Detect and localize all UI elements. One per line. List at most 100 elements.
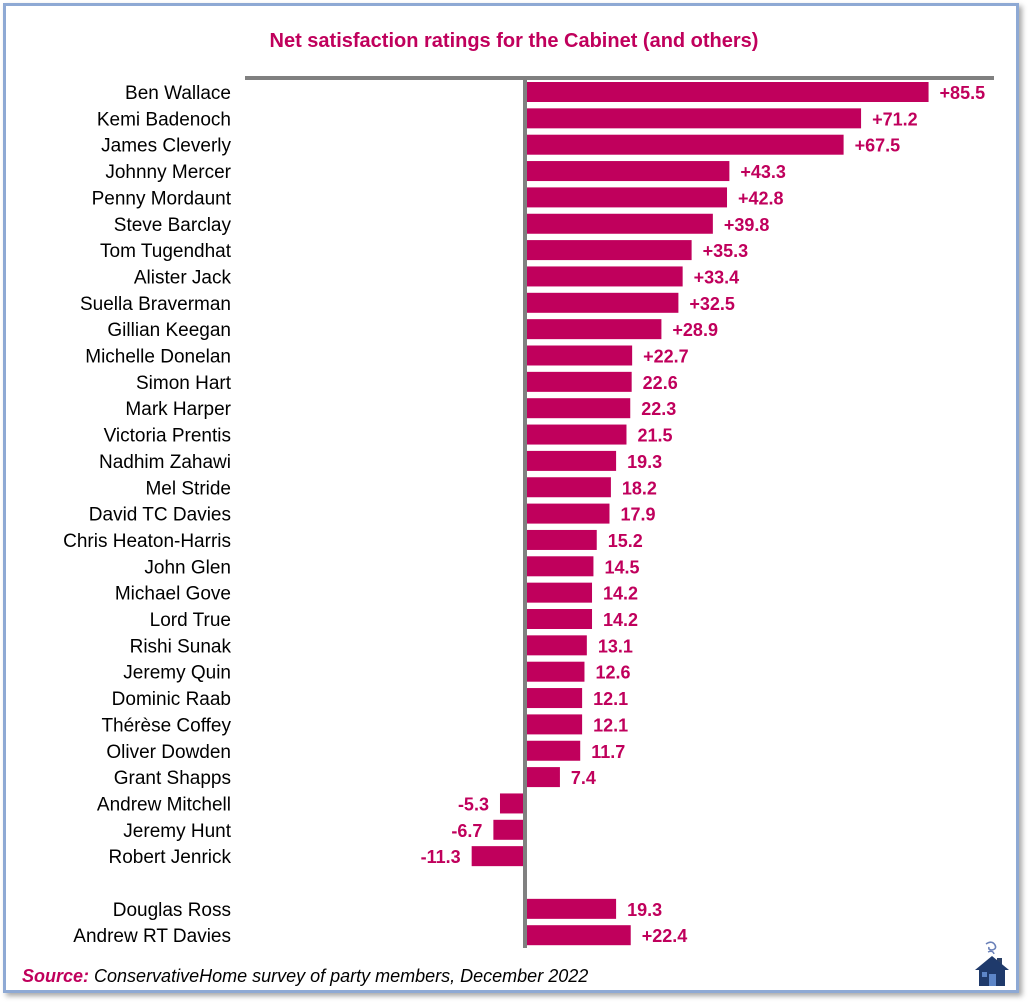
bar (471, 846, 525, 867)
category-label: Steve Barclay (114, 215, 232, 236)
data-label: 12.6 (595, 663, 630, 683)
bar (499, 793, 525, 814)
category-label: Kemi Badenoch (97, 109, 231, 130)
data-label: 14.5 (604, 557, 639, 577)
data-label: +71.2 (872, 109, 918, 129)
data-label: -11.3 (421, 847, 461, 867)
bar (493, 819, 525, 840)
category-label: Jeremy Quin (123, 663, 231, 684)
category-label: David TC Davies (89, 505, 231, 526)
bar (525, 925, 631, 946)
bar (525, 398, 631, 419)
data-label: +22.4 (642, 926, 688, 946)
data-label: +39.8 (724, 215, 770, 235)
category-label: Andrew RT Davies (73, 926, 231, 947)
bar (525, 635, 587, 656)
category-label: Dominic Raab (112, 689, 231, 710)
data-label: 19.3 (627, 452, 662, 472)
data-label: +67.5 (855, 136, 901, 156)
bar (525, 424, 627, 445)
data-label: 14.2 (603, 584, 638, 604)
bar (525, 529, 597, 550)
category-label: Rishi Sunak (130, 636, 232, 657)
conservativehome-house-icon (975, 941, 1009, 986)
category-label: Thérèse Coffey (101, 715, 231, 736)
bar (525, 688, 583, 709)
data-label: 13.1 (598, 636, 633, 656)
bar (525, 503, 610, 524)
data-label: +22.7 (643, 347, 689, 367)
data-label: +28.9 (672, 320, 718, 340)
source-note: Source: ConservativeHome survey of party… (22, 966, 588, 987)
data-label: -5.3 (458, 794, 489, 814)
category-label: James Cleverly (101, 136, 231, 157)
data-label: 22.3 (641, 399, 676, 419)
bar (525, 240, 692, 261)
category-label: Ben Wallace (125, 83, 231, 104)
category-label: Simon Hart (136, 373, 232, 394)
bar (525, 345, 633, 366)
data-label: 19.3 (627, 900, 662, 920)
bar (525, 450, 617, 471)
bar (525, 661, 585, 682)
bar (525, 740, 581, 761)
data-label: 22.6 (643, 373, 678, 393)
bar (525, 477, 611, 498)
data-label: 12.1 (593, 689, 628, 709)
data-label: -6.7 (451, 821, 482, 841)
data-label: +43.3 (740, 162, 786, 182)
source-text: ConservativeHome survey of party members… (89, 966, 589, 986)
bar (525, 556, 594, 577)
bar (525, 292, 679, 313)
data-label: 12.1 (593, 715, 628, 735)
bar (525, 609, 593, 629)
category-label: Michael Gove (115, 584, 231, 605)
bar (525, 582, 593, 603)
category-label: Tom Tugendhat (100, 241, 232, 262)
data-label: 14.2 (603, 610, 638, 630)
bar (525, 213, 713, 234)
category-label: Andrew Mitchell (97, 794, 231, 815)
chart-title: Net satisfaction ratings for the Cabinet… (269, 30, 759, 52)
category-label: Johnny Mercer (105, 162, 231, 183)
category-label: Chris Heaton-Harris (63, 531, 231, 552)
data-label: +32.5 (689, 294, 735, 314)
bar (525, 767, 560, 788)
category-label: Suella Braverman (80, 294, 231, 315)
category-label: Mel Stride (145, 478, 231, 499)
category-label: Gillian Keegan (107, 320, 231, 341)
data-label: 18.2 (622, 478, 657, 498)
bar (525, 187, 728, 208)
category-label: Lord True (150, 610, 231, 631)
category-label: Jeremy Hunt (123, 821, 231, 842)
category-label: Mark Harper (125, 399, 231, 420)
category-label: Grant Shapps (114, 768, 231, 789)
bar (525, 319, 662, 340)
category-label: Robert Jenrick (109, 847, 232, 868)
bar (525, 371, 632, 392)
bar (525, 82, 929, 102)
data-label: +42.8 (738, 188, 784, 208)
data-label: 7.4 (571, 768, 596, 788)
data-label: 15.2 (608, 531, 643, 551)
data-label: 17.9 (620, 505, 655, 525)
data-label: +33.4 (694, 267, 740, 287)
category-label: John Glen (144, 557, 231, 578)
category-label: Michelle Donelan (85, 347, 231, 368)
category-label: Penny Mordaunt (92, 188, 232, 209)
data-label: 21.5 (637, 426, 672, 446)
category-label: Alister Jack (134, 267, 232, 288)
data-label: 11.7 (591, 742, 625, 762)
category-label: Douglas Ross (113, 900, 231, 921)
data-label: +85.5 (940, 83, 986, 103)
category-label: Victoria Prentis (104, 426, 231, 447)
source-label: Source: (22, 966, 90, 986)
bar (525, 108, 862, 129)
data-label: +35.3 (703, 241, 749, 261)
bar (525, 714, 583, 735)
category-label: Nadhim Zahawi (99, 452, 231, 473)
category-label: Oliver Dowden (106, 742, 231, 763)
bar (525, 898, 617, 919)
bar (525, 161, 730, 182)
